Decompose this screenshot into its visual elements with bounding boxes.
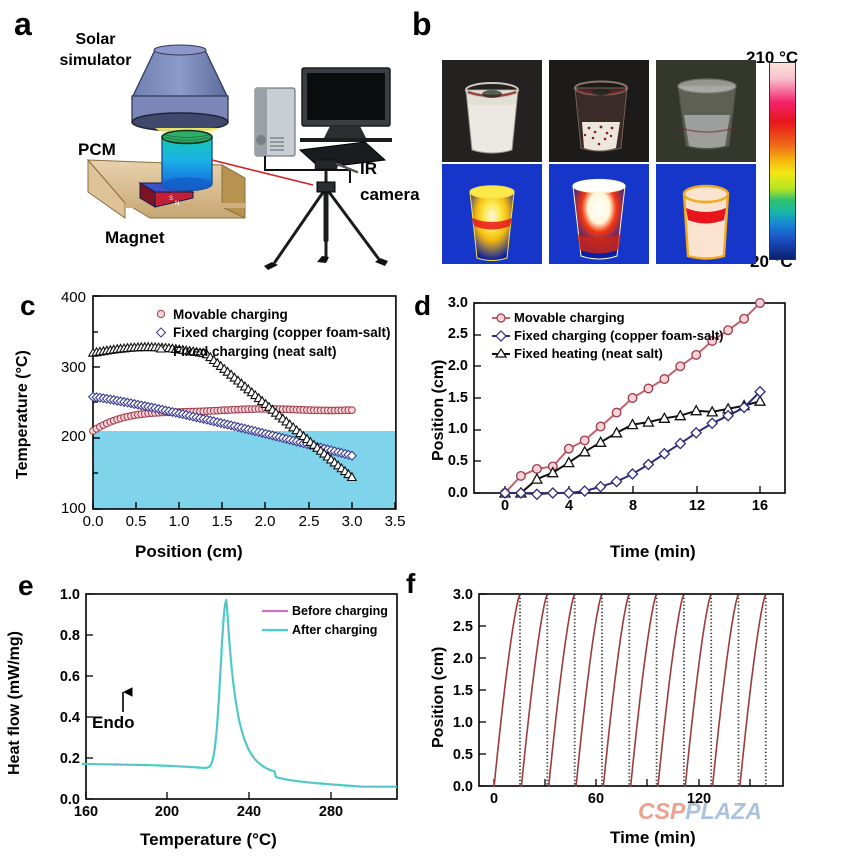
svg-text:Fixed charging (copper foam-sa: Fixed charging (copper foam-salt) <box>514 328 723 343</box>
svg-text:2.5: 2.5 <box>453 619 473 635</box>
svg-text:3.5: 3.5 <box>385 513 406 530</box>
svg-text:160: 160 <box>74 804 98 820</box>
svg-text:1.5: 1.5 <box>212 513 233 530</box>
svg-text:1.0: 1.0 <box>453 715 473 731</box>
svg-text:0: 0 <box>490 791 498 807</box>
svg-text:200: 200 <box>155 804 179 820</box>
svg-text:S: S <box>169 196 173 202</box>
svg-text:200: 200 <box>61 428 86 445</box>
svg-text:N: N <box>175 201 179 207</box>
svg-text:2.0: 2.0 <box>448 358 468 374</box>
svg-text:Movable charging: Movable charging <box>514 310 625 325</box>
svg-text:Movable charging: Movable charging <box>173 307 288 322</box>
svg-text:2.0: 2.0 <box>453 651 473 667</box>
svg-text:3.0: 3.0 <box>342 513 363 530</box>
svg-text:Before charging: Before charging <box>292 604 388 618</box>
svg-text:Fixed heating (neat salt): Fixed heating (neat salt) <box>514 346 663 361</box>
svg-text:400: 400 <box>61 289 86 306</box>
svg-text:0.6: 0.6 <box>60 669 80 685</box>
svg-text:Fixed charging (neat salt): Fixed charging (neat salt) <box>173 344 337 359</box>
svg-text:240: 240 <box>237 804 261 820</box>
svg-text:2.5: 2.5 <box>448 326 468 342</box>
svg-text:0: 0 <box>501 498 509 514</box>
svg-text:1.0: 1.0 <box>169 513 190 530</box>
svg-text:Fixed charging (copper foam-sa: Fixed charging (copper foam-salt) <box>173 325 391 340</box>
svg-text:300: 300 <box>61 359 86 376</box>
svg-text:0.5: 0.5 <box>126 513 147 530</box>
svg-text:0.5: 0.5 <box>448 453 468 469</box>
svg-text:0.8: 0.8 <box>60 628 80 644</box>
svg-text:After charging: After charging <box>292 623 377 637</box>
svg-text:1.0: 1.0 <box>60 587 80 603</box>
svg-text:2.5: 2.5 <box>299 513 320 530</box>
svg-text:0.0: 0.0 <box>83 513 104 530</box>
svg-text:1.5: 1.5 <box>453 683 473 699</box>
svg-text:0.0: 0.0 <box>448 485 468 501</box>
svg-text:4: 4 <box>565 498 573 514</box>
svg-text:60: 60 <box>588 791 604 807</box>
svg-text:16: 16 <box>752 498 768 514</box>
svg-text:8: 8 <box>629 498 637 514</box>
svg-text:0.5: 0.5 <box>453 747 473 763</box>
svg-text:0.2: 0.2 <box>60 751 80 767</box>
svg-text:1.0: 1.0 <box>448 421 468 437</box>
svg-text:2.0: 2.0 <box>255 513 276 530</box>
svg-text:1.5: 1.5 <box>448 390 468 406</box>
svg-text:3.0: 3.0 <box>453 587 473 603</box>
svg-text:0.4: 0.4 <box>60 710 80 726</box>
svg-text:280: 280 <box>319 804 343 820</box>
svg-text:3.0: 3.0 <box>448 295 468 311</box>
svg-text:12: 12 <box>689 498 705 514</box>
svg-text:0.0: 0.0 <box>453 779 473 795</box>
